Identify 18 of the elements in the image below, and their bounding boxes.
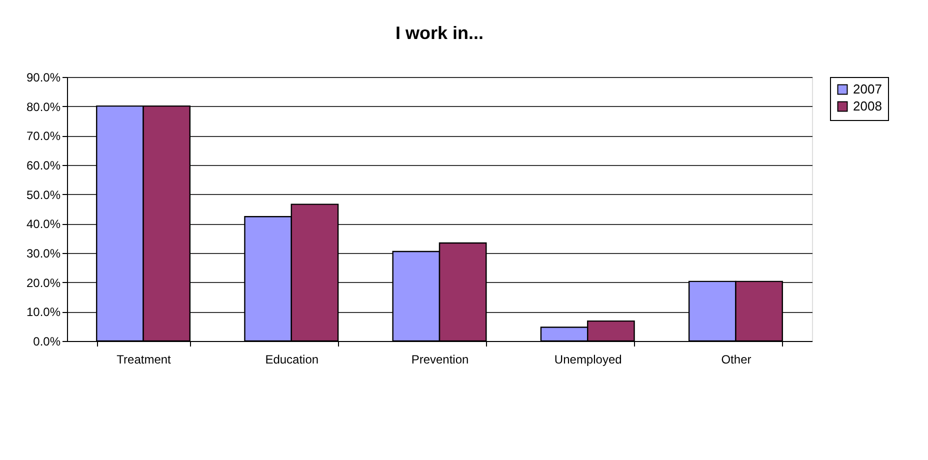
y-tick-label: 70.0% <box>26 129 61 144</box>
y-tick-label: 50.0% <box>26 188 61 202</box>
y-tick-label: 40.0% <box>26 217 61 232</box>
y-tick-label: 0.0% <box>33 334 61 348</box>
y-tick-label: 30.0% <box>26 246 61 260</box>
y-tick-label: 90.0% <box>26 70 61 84</box>
legend-label: 2008 <box>853 98 882 114</box>
y-tick-label: 60.0% <box>26 158 61 172</box>
x-tick-label: Other <box>721 352 752 366</box>
y-tick-label: 80.0% <box>26 100 61 114</box>
x-tick-label: Prevention <box>411 352 469 366</box>
x-tick-label: Unemployed <box>554 352 622 366</box>
x-tick-label: Treatment <box>116 352 172 366</box>
legend-label: 2007 <box>853 82 882 96</box>
chart-title: I work in... <box>395 23 484 43</box>
y-tick-label: 20.0% <box>26 276 61 290</box>
x-tick-label: Education <box>265 352 319 366</box>
y-tick-label: 10.0% <box>26 305 61 320</box>
